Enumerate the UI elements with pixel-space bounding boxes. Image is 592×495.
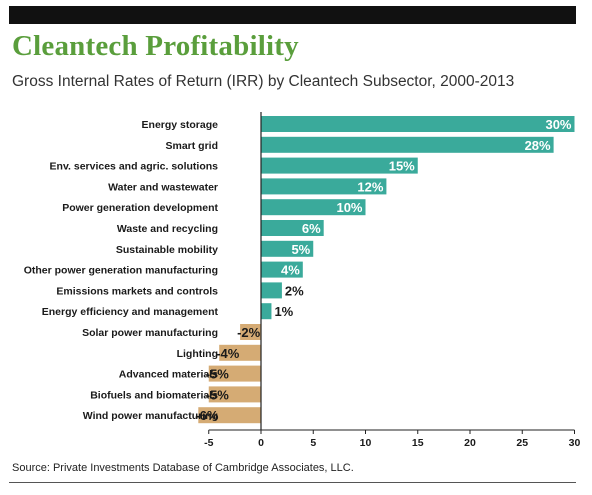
bottom-rule	[9, 482, 576, 483]
bar-9	[261, 303, 272, 320]
category-label-9: Energy efficiency and management	[42, 306, 219, 318]
bar-7	[261, 261, 303, 278]
chart-subtitle: Gross Internal Rates of Return (IRR) by …	[12, 73, 515, 90]
bar-8	[261, 282, 282, 299]
category-label-12: Advanced materials	[119, 369, 218, 381]
value-label-11: -4%	[216, 346, 240, 361]
category-label-8: Emissions markets and controls	[56, 285, 218, 297]
x-axis: -5 0 5 10 15 20 25 30	[204, 112, 580, 449]
x-tick-label-3: 10	[360, 437, 372, 449]
x-tick-label-0: -5	[204, 437, 213, 449]
x-tick-label-5: 20	[464, 437, 476, 449]
bar-chart: -5 0 5 10 15 20 25 30 Energy storage 30% Smart gr…	[24, 112, 580, 449]
category-label-4: Power generation development	[62, 202, 218, 214]
value-label-7: 4%	[281, 263, 300, 278]
labels-layer: Energy storage 30% Smart grid 28% Env. servi…	[24, 117, 572, 423]
value-label-5: 6%	[302, 221, 321, 236]
bar-2	[261, 157, 418, 174]
bars-layer	[198, 116, 575, 424]
category-label-7: Other power generation manufacturing	[24, 265, 218, 277]
category-label-6: Sustainable mobility	[116, 244, 218, 256]
x-tick-label-6: 25	[516, 437, 528, 449]
category-label-13: Biofuels and biomaterials	[90, 389, 218, 401]
value-label-0: 30%	[545, 117, 571, 132]
value-label-13: -5%	[206, 387, 230, 402]
category-label-3: Water and wastewater	[108, 181, 218, 193]
bar-0	[261, 116, 575, 132]
bar-11	[219, 344, 261, 361]
value-label-3: 12%	[357, 179, 383, 194]
x-tick-label-1: 0	[258, 437, 264, 449]
bar-3	[261, 178, 387, 195]
bar-10	[240, 324, 261, 340]
value-label-4: 10%	[336, 200, 362, 215]
x-tick-label-2: 5	[310, 437, 316, 449]
category-label-10: Solar power manufacturing	[82, 327, 218, 339]
value-label-2: 15%	[389, 159, 415, 174]
top-bar	[9, 6, 576, 24]
bar-6	[261, 240, 314, 257]
value-label-6: 5%	[291, 242, 310, 257]
category-label-11: Lighting	[177, 348, 218, 360]
bar-4	[261, 199, 366, 216]
bar-13	[208, 386, 261, 403]
x-tick-label-4: 15	[412, 437, 424, 449]
value-label-9: 1%	[274, 304, 293, 319]
chart-title: Cleantech Profitability	[12, 30, 299, 62]
value-label-1: 28%	[525, 138, 551, 153]
bar-5	[261, 220, 324, 236]
category-label-5: Waste and recycling	[117, 223, 218, 235]
value-label-8: 2%	[285, 283, 304, 298]
category-label-2: Env. services and agric. solutions	[50, 161, 219, 173]
value-label-14: -6%	[195, 408, 219, 423]
value-label-12: -5%	[206, 367, 230, 382]
category-label-1: Smart grid	[165, 140, 218, 152]
x-tick-label-7: 30	[569, 437, 581, 449]
bar-12	[208, 365, 261, 382]
source-note: Source: Private Investments Database of …	[12, 462, 354, 474]
bar-14	[198, 407, 261, 424]
category-label-14: Wind power manufacturing	[83, 410, 218, 422]
category-label-0: Energy storage	[142, 119, 219, 131]
bar-1	[261, 136, 554, 153]
value-label-10: -2%	[237, 325, 261, 340]
